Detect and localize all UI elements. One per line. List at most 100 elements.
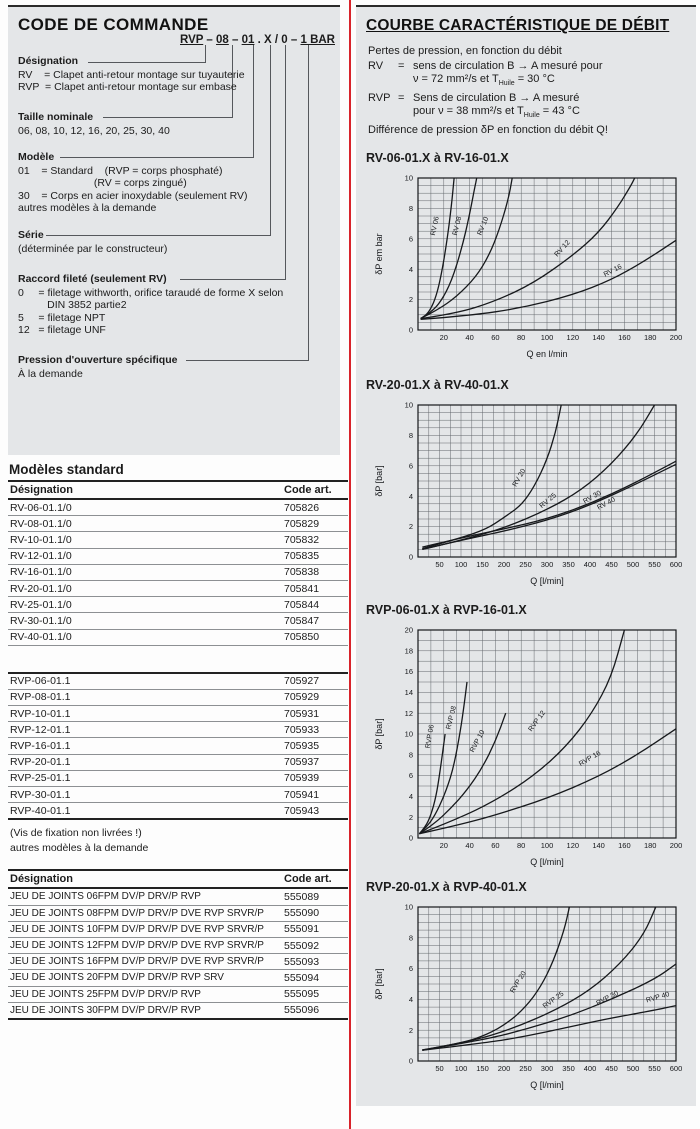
- svg-text:10: 10: [405, 903, 413, 912]
- chart-title: RV-06-01.X à RV-16-01.X: [366, 151, 509, 166]
- chart-rvp-06-16-plot: 20 40 60 80 100 120 140 160 180 20024681012141618…: [374, 626, 683, 867]
- rvp-term: RVP: [368, 91, 391, 104]
- designation-cell: RVP-30-01.1: [8, 786, 282, 804]
- svg-text:RV 12: RV 12: [554, 240, 572, 259]
- flow-curves-heading: COURBE CARACTÉRISTIQUE DE DÉBIT: [366, 17, 670, 34]
- text-line: autres modèles à la demande: [18, 202, 157, 214]
- svg-text:6: 6: [409, 772, 413, 781]
- svg-text:RV 16: RV 16: [603, 264, 623, 279]
- designation-cell: JEU DE JOINTS 20FPM DV/P DRV/P RVP SRV: [8, 969, 282, 987]
- chart-rv-06-16: RV-06-01.X à RV-16-01.X 20 40 60 80 100 120 14…: [364, 151, 688, 360]
- rvp-models-table: RVP-06-01.1 705927 RVP-08-01.1 705929 RVP-10…: [8, 671, 348, 821]
- svg-text:200: 200: [670, 333, 683, 342]
- svg-text:200: 200: [670, 841, 683, 850]
- flow-curves-panel: COURBE CARACTÉRISTIQUE DE DÉBIT Pertes d…: [356, 5, 696, 1106]
- rv-definition-line: ν = 72 mm²/s et THuile = 30 °C: [413, 73, 555, 88]
- note-line: autres modèles à la demande: [10, 841, 149, 854]
- table-row: RVP-30-01.1 705941: [8, 786, 348, 804]
- designation-cell: RVP-12-01.1: [8, 721, 282, 739]
- connector-designation: [88, 45, 206, 63]
- svg-text:δP [bar]: δP [bar]: [374, 969, 384, 1000]
- designation-cell: JEU DE JOINTS 08FPM DV/P DRV/P DVE RVP S…: [8, 905, 282, 922]
- chart-title: RVP-06-01.X à RVP-16-01.X: [366, 603, 527, 618]
- designation-cell: RV-20-01.1/0: [8, 580, 282, 598]
- chart-rv-20-40: RV-20-01.X à RV-40-01.X 50 100 150 200 250 30…: [364, 378, 688, 587]
- designation-cell: JEU DE JOINTS 10FPM DV/P DRV/P DVE RVP S…: [8, 921, 282, 938]
- text-line: (RV = corps zingué): [18, 177, 187, 189]
- svg-text:0: 0: [409, 1057, 413, 1066]
- designation-cell: JEU DE JOINTS 30FPM DV/P DRV/P RVP: [8, 1002, 282, 1020]
- table-row: RVP-06-01.1 705927: [8, 672, 348, 690]
- code-art-cell: 705935: [282, 737, 348, 755]
- order-code-segment: 0: [281, 34, 288, 46]
- svg-text:550: 550: [648, 1064, 661, 1073]
- svg-text:0: 0: [409, 326, 413, 335]
- svg-text:RVP 06: RVP 06: [425, 724, 436, 749]
- designation-cell: JEU DE JOINTS 06FPM DV/P DRV/P RVP: [8, 888, 282, 906]
- table-row: JEU DE JOINTS 25FPM DV/P DRV/P RVP 555095: [8, 986, 348, 1003]
- svg-text:12: 12: [405, 709, 413, 718]
- text-line: 12 = filetage UNF: [18, 324, 106, 336]
- table-row: RV-06-01.1/0 705826: [8, 499, 348, 517]
- svg-text:350: 350: [562, 1064, 575, 1073]
- code-art-cell: 555093: [282, 953, 348, 971]
- code-art-cell: 705835: [282, 548, 348, 565]
- order-code: RVP – 08 – 01 . X / 0 – 1 BAR: [180, 34, 335, 46]
- svg-text:8: 8: [409, 204, 413, 213]
- svg-text:10: 10: [405, 730, 413, 739]
- svg-text:250: 250: [519, 560, 532, 569]
- svg-text:RV 20: RV 20: [512, 468, 528, 488]
- svg-text:400: 400: [584, 1064, 597, 1073]
- table-row: RVP-16-01.1 705935: [8, 737, 348, 755]
- order-code-segment: –: [228, 34, 242, 46]
- text-line: 0 = filetage withworth, orifice taraudé …: [18, 286, 284, 299]
- svg-text:200: 200: [498, 560, 511, 569]
- designation-cell: RV-10-01.1/0: [8, 531, 282, 549]
- svg-text:450: 450: [605, 1064, 618, 1073]
- svg-text:2: 2: [409, 296, 413, 305]
- table-header-row: Désignation Code art.: [8, 869, 348, 890]
- section-title: Pression d'ouverture spécifique: [18, 354, 178, 366]
- code-art-cell: 705832: [282, 531, 348, 549]
- table-row: RV-30-01.1/0 705847: [8, 612, 348, 630]
- code-art-cell: 705937: [282, 754, 348, 771]
- svg-text:100: 100: [541, 841, 554, 850]
- svg-text:2: 2: [409, 523, 413, 532]
- section-title: Modèle: [18, 151, 55, 163]
- table-row: RVP-40-01.1 705943: [8, 802, 348, 821]
- svg-text:16: 16: [405, 668, 413, 677]
- text-line: 01 = Standard (RVP = corps phosphaté): [18, 164, 223, 177]
- table-row: RV-20-01.1/0 705841: [8, 580, 348, 598]
- code-art-cell: 705929: [282, 689, 348, 707]
- text-line: 06, 08, 10, 12, 16, 20, 25, 30, 40: [18, 124, 170, 137]
- svg-text:80: 80: [517, 841, 525, 850]
- svg-text:4: 4: [409, 492, 413, 501]
- text-line: 5 = filetage NPT: [18, 311, 106, 324]
- svg-text:δP em bar: δP em bar: [374, 234, 384, 275]
- table-row: RVP-20-01.1 705937: [8, 754, 348, 771]
- svg-text:550: 550: [648, 560, 661, 569]
- text-line: RVP = Clapet anti-retour montage sur emb…: [18, 81, 237, 93]
- svg-text:150: 150: [476, 560, 489, 569]
- svg-text:300: 300: [541, 560, 554, 569]
- code-art-cell: 555096: [282, 1002, 348, 1020]
- table-row: JEU DE JOINTS 30FPM DV/P DRV/P RVP 555096: [8, 1002, 348, 1020]
- section-title: Taille nominale: [18, 111, 94, 123]
- svg-text:18: 18: [405, 647, 413, 656]
- code-art-cell: 705829: [282, 515, 348, 533]
- svg-text:δP [bar]: δP [bar]: [374, 466, 384, 497]
- svg-text:2: 2: [409, 813, 413, 822]
- chart-rvp-20-40: RVP-20-01.X à RVP-40-01.X 50 100 150 200 250…: [364, 880, 688, 1091]
- svg-text:100: 100: [455, 560, 468, 569]
- svg-text:RV 08: RV 08: [452, 216, 463, 237]
- code-art-cell: 555091: [282, 921, 348, 938]
- section-title: Série: [18, 229, 44, 241]
- svg-text:350: 350: [562, 560, 575, 569]
- svg-text:40: 40: [465, 333, 473, 342]
- section-taille-nominale: Taille nominale 06, 08, 10, 12, 16, 20, …: [18, 111, 170, 137]
- svg-text:0: 0: [409, 553, 413, 562]
- code-art-cell: 705847: [282, 612, 348, 630]
- connector-pression: [186, 45, 309, 361]
- text-line: DIN 3852 partie2: [18, 299, 127, 311]
- rv-term: RV: [368, 59, 384, 72]
